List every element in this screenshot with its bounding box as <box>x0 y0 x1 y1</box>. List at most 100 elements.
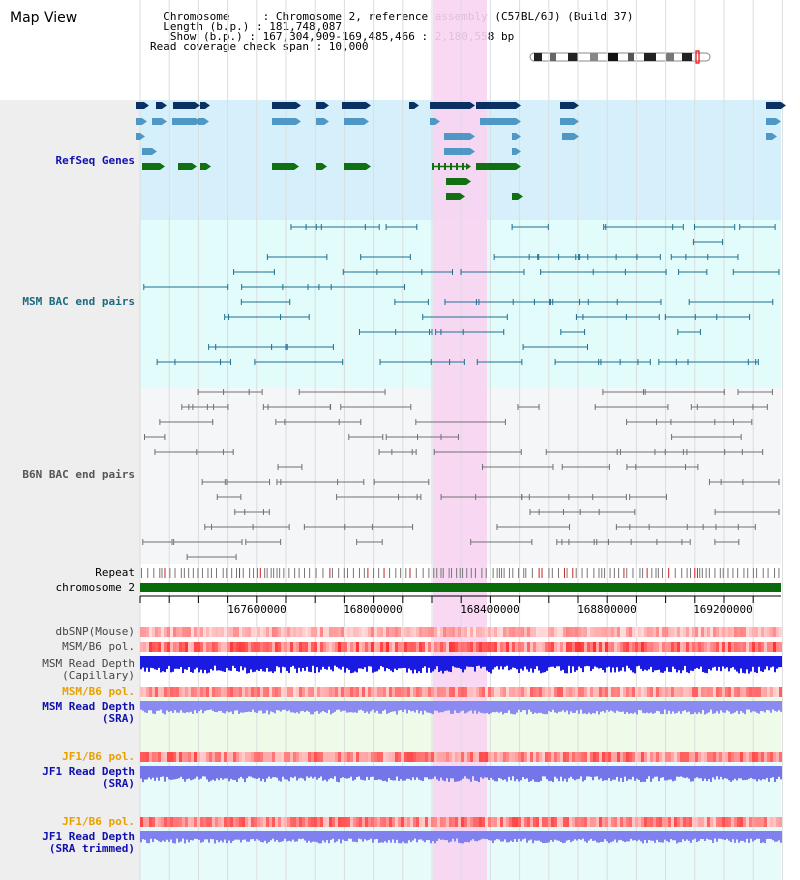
heat-cell <box>386 817 389 827</box>
heat-cell <box>251 752 254 762</box>
heat-cell <box>281 752 284 762</box>
heat-cell <box>629 687 632 697</box>
heat-cell <box>293 752 296 762</box>
depth-bar <box>770 656 772 668</box>
depth-bar <box>430 831 432 844</box>
heat-cell <box>719 817 722 827</box>
depth-bar <box>408 656 410 669</box>
heat-cell <box>749 817 752 827</box>
gene-exon-block <box>480 118 516 125</box>
dbsnp-track-label[interactable]: dbSNP(Mouse) <box>55 625 135 638</box>
depth-bar <box>572 831 574 841</box>
depth-bar <box>322 831 324 841</box>
heat-cell <box>332 687 335 697</box>
heat-cell <box>509 817 512 827</box>
chromosome-ideogram[interactable] <box>528 50 714 66</box>
heat-cell <box>689 687 692 697</box>
depth-bar <box>176 656 178 669</box>
repeat-element <box>639 568 641 578</box>
depth-bar <box>712 831 714 843</box>
repeat-element <box>378 568 380 578</box>
depth-bar <box>276 766 278 778</box>
heat-cell <box>470 687 473 697</box>
jf1-depth-label[interactable]: JF1 Read Depth <box>42 765 135 778</box>
heat-cell <box>185 752 188 762</box>
heat-cell <box>725 817 728 827</box>
msm-bac-track-label[interactable]: MSM BAC end pairs <box>22 295 135 308</box>
depth-bar <box>568 766 570 779</box>
depth-bar <box>438 831 440 839</box>
depth-bar <box>270 656 272 672</box>
heat-cell <box>206 642 209 652</box>
heat-cell <box>686 817 689 827</box>
depth-bar <box>476 656 478 667</box>
depth-bar <box>448 656 450 672</box>
depth-bar <box>684 701 686 711</box>
depth-bar <box>452 766 454 779</box>
heat-cell <box>395 687 398 697</box>
depth-bar <box>484 656 486 667</box>
heat-cell <box>548 687 551 697</box>
heat-cell <box>776 627 779 637</box>
heat-cell <box>509 752 512 762</box>
msm-depth-capillary-label[interactable]: MSM Read Depth <box>42 657 135 670</box>
depth-bar <box>598 701 600 715</box>
heat-cell <box>686 687 689 697</box>
gene-strand-arrow <box>324 102 329 109</box>
depth-bar <box>738 766 740 779</box>
heat-cell <box>434 752 437 762</box>
repeat-element <box>481 568 483 578</box>
depth-bar <box>232 766 234 780</box>
depth-bar <box>218 701 220 712</box>
heat-cell <box>161 817 164 827</box>
heat-cell <box>221 752 224 762</box>
header-coverage-span: Read coverage check span : 10,000 <box>150 40 369 53</box>
heat-cell <box>212 752 215 762</box>
heat-cell <box>308 627 311 637</box>
jf1-depth-trimmed-label[interactable]: JF1 Read Depth <box>42 830 135 843</box>
gene-exon-block <box>152 118 162 125</box>
heat-cell <box>551 687 554 697</box>
msm-bac-pair <box>605 224 684 230</box>
depth-bar <box>184 831 186 844</box>
jf1-pol-trimmed-label[interactable]: JF1/B6 pol. <box>62 815 135 828</box>
heat-cell <box>434 687 437 697</box>
b6n-bac-pair <box>181 404 208 410</box>
depth-bar <box>566 656 568 674</box>
heat-cell <box>164 627 167 637</box>
depth-bar <box>454 656 456 668</box>
depth-bar <box>412 701 414 711</box>
depth-bar <box>756 656 758 674</box>
depth-bar <box>210 766 212 781</box>
heat-cell <box>170 817 173 827</box>
heat-cell <box>755 642 758 652</box>
b6n-bac-pair <box>275 419 340 425</box>
depth-bar <box>520 656 522 669</box>
jf1-pol-label[interactable]: JF1/B6 pol. <box>62 750 135 763</box>
depth-bar <box>248 656 250 673</box>
heat-cell <box>611 817 614 827</box>
gene-strand-arrow <box>162 118 167 125</box>
depth-bar <box>468 831 470 843</box>
refseq-track-label[interactable]: RefSeq Genes <box>55 154 135 167</box>
heat-cell <box>590 627 593 637</box>
depth-bar <box>274 656 276 672</box>
depth-bar <box>386 766 388 782</box>
heat-cell <box>314 687 317 697</box>
depth-bar <box>586 766 588 777</box>
depth-bar <box>334 766 336 777</box>
b6n-bac-track-label[interactable]: B6N BAC end pairs <box>22 468 135 481</box>
repeat-element <box>696 568 698 578</box>
depth-bar <box>460 766 462 781</box>
msm-pol-track-label[interactable]: MSM/B6 pol. <box>62 640 135 653</box>
depth-bar <box>424 766 426 778</box>
msm-pol-sra-label[interactable]: MSM/B6 pol. <box>62 685 135 698</box>
msm-depth-sra-label[interactable]: MSM Read Depth <box>42 700 135 713</box>
heat-cell <box>524 642 527 652</box>
heat-cell <box>416 687 419 697</box>
depth-bar <box>634 831 636 841</box>
b6n-bac-pair <box>142 539 173 545</box>
depth-bar <box>464 766 466 777</box>
heat-cell <box>629 752 632 762</box>
